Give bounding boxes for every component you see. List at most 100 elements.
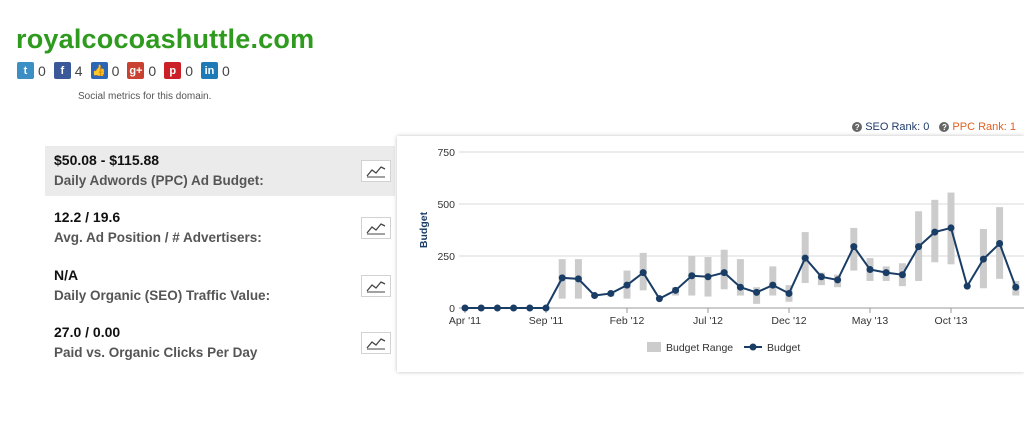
social-count: 0 [221,62,230,79]
budget-point [947,224,955,232]
metric-value: 27.0 / 0.00 [54,324,121,340]
y-axis-label: Budget [418,211,430,248]
budget-point [704,273,712,281]
seo-rank[interactable]: ? SEO Rank: 0 [852,121,929,133]
metric-label: Avg. Ad Position / # Advertisers: [54,230,262,245]
budget-range-bar [736,259,744,296]
line-chart-icon [366,166,386,178]
budget-point [688,272,696,280]
legend-line-label: Budget [767,342,800,354]
ppc-rank-text: PPC Rank: 1 [952,121,1016,133]
budget-point [672,286,680,294]
linkedin-icon: in [200,62,218,79]
social-count: 0 [38,62,46,79]
budget-point [623,281,631,289]
budget-point [769,281,777,289]
budget-point [526,304,534,312]
y-tick-label: 500 [437,199,455,211]
legend-range-swatch [647,342,661,352]
metric-clicks-per-day[interactable]: 27.0 / 0.00 Paid vs. Organic Clicks Per … [45,318,395,368]
budget-point [931,228,939,236]
social-caption: Social metrics for this domain. [78,91,212,102]
metric-ppc-budget[interactable]: $50.08 - $115.88 Daily Adwords (PPC) Ad … [45,146,395,196]
y-tick-label: 750 [437,147,455,159]
budget-point [753,288,761,296]
budget-point [785,289,793,297]
line-chart-icon [366,338,386,350]
x-tick-label: Dec '12 [771,315,806,327]
google-plus-icon: g+ [127,62,145,79]
help-icon: ? [939,122,950,132]
metric-value: $50.08 - $115.88 [54,152,160,168]
metric-label: Paid vs. Organic Clicks Per Day [54,345,258,360]
facebook-icon: f [53,62,71,79]
trend-chart-button[interactable] [361,160,391,182]
social-count: 0 [148,62,157,79]
x-tick-label: Sep '11 [529,315,564,327]
budget-point [542,304,550,312]
budget-point [898,271,906,279]
budget-point [639,269,647,277]
budget-point [801,254,809,262]
pinterest-icon: p [164,62,182,79]
twitter-icon: t [17,62,34,79]
budget-point [510,304,518,312]
trend-chart-button[interactable] [361,332,391,354]
metric-label: Daily Organic (SEO) Traffic Value: [54,288,271,303]
thumbs-up-icon: 👍 [90,62,108,79]
x-tick-label: Apr '11 [449,315,481,327]
budget-point [574,275,582,283]
social-metrics: t 0 f 4 👍 0 g+ 0 p 0 in 0 [17,62,238,79]
metric-value: 12.2 / 19.6 [54,209,121,225]
budget-point [979,255,987,263]
metric-seo-traffic[interactable]: N/A Daily Organic (SEO) Traffic Value: [45,261,395,311]
legend-range-label: Budget Range [666,342,733,354]
budget-point [834,276,842,284]
line-chart-icon [366,281,386,293]
budget-point [736,283,744,291]
trend-chart-button[interactable] [361,275,391,297]
y-tick-label: 0 [449,303,455,315]
x-tick-label: Oct '13 [935,315,968,327]
y-tick-label: 250 [437,251,455,263]
domain-title: royalcocoashuttle.com [16,24,315,54]
budget-range-bar [769,266,777,296]
budget-point [655,295,663,303]
budget-point [996,240,1004,248]
metric-label: Daily Adwords (PPC) Ad Budget: [54,173,264,188]
social-google-plus[interactable]: g+ 0 [127,62,156,79]
x-tick-label: Feb '12 [610,315,645,327]
budget-point [882,269,890,277]
budget-point [558,274,566,282]
budget-point [477,304,485,312]
social-count: 0 [185,62,193,79]
metric-ad-position[interactable]: 12.2 / 19.6 Avg. Ad Position / # Adverti… [45,203,395,253]
help-icon: ? [852,122,863,132]
budget-point [461,304,469,312]
budget-point [850,243,858,251]
budget-point [493,304,501,312]
line-chart-icon [366,223,386,235]
ppc-rank[interactable]: ? PPC Rank: 1 [939,121,1016,133]
budget-point [591,292,599,300]
social-count: 0 [111,62,120,79]
legend-line-marker [749,343,757,351]
budget-chart-svg: 0 250 500 750 Budget Apr '11 Sep '11 Feb '12 Jul… [418,147,1024,354]
budget-chart: 0 250 500 750 Budget Apr '11 Sep '11 Feb '12 Jul… [397,136,1024,372]
trend-chart-button[interactable] [361,217,391,239]
social-linkedin[interactable]: in 0 [200,62,230,79]
metric-value: N/A [54,267,79,283]
social-like[interactable]: 👍 0 [90,62,120,79]
budget-point [915,243,923,251]
budget-point [720,269,728,277]
budget-point [963,282,971,290]
budget-point [1012,283,1020,291]
budget-point [817,273,825,281]
budget-point [607,289,615,297]
rank-summary: ? SEO Rank: 0 ? PPC Rank: 1 [842,121,1016,133]
budget-point [866,266,874,274]
x-tick-label: May '13 [852,315,889,327]
